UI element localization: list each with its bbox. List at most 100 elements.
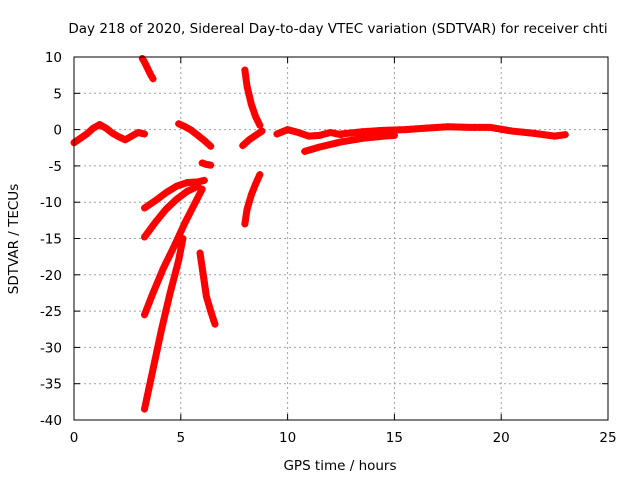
- data-point: [200, 176, 208, 184]
- data-point: [146, 226, 154, 234]
- data-point: [206, 303, 214, 311]
- data-point: [304, 146, 312, 154]
- y-tick-label: -15: [40, 232, 62, 248]
- data-point: [178, 240, 186, 248]
- data-points: [70, 54, 569, 413]
- data-point: [175, 256, 183, 264]
- data-point: [249, 106, 257, 114]
- data-point: [158, 325, 166, 333]
- data-point: [162, 307, 170, 315]
- x-tick-label: 5: [177, 430, 186, 446]
- data-point: [529, 129, 537, 137]
- x-tick-label: 10: [279, 430, 296, 446]
- data-point: [116, 134, 124, 142]
- data-point: [157, 270, 165, 278]
- data-point: [207, 161, 215, 169]
- data-point: [492, 124, 500, 132]
- data-point: [192, 198, 200, 206]
- data-point: [198, 185, 206, 193]
- data-point: [209, 314, 217, 322]
- data-point: [256, 171, 264, 179]
- data-point: [535, 130, 543, 138]
- data-point: [143, 395, 151, 403]
- data-point: [248, 103, 256, 111]
- series-track-b: [140, 182, 202, 241]
- data-point: [207, 307, 215, 315]
- data-point: [140, 311, 148, 319]
- data-point: [321, 142, 329, 150]
- y-tick-label: 0: [53, 123, 62, 139]
- data-point: [247, 100, 255, 108]
- data-point: [173, 264, 181, 272]
- data-point: [166, 289, 174, 297]
- data-point: [162, 258, 170, 266]
- data-point: [175, 120, 183, 128]
- plot-frame: [73, 56, 609, 421]
- y-tick-label: 5: [53, 86, 62, 102]
- y-tick-label: -40: [40, 413, 62, 429]
- y-tick-label: 10: [45, 50, 62, 66]
- data-point: [244, 87, 252, 95]
- series-band-5-6h: [175, 120, 215, 150]
- data-point: [178, 224, 186, 232]
- data-point: [147, 375, 155, 383]
- data-point: [250, 109, 258, 117]
- y-tick-label: -35: [40, 377, 62, 393]
- data-point: [115, 133, 123, 141]
- chart-title: Day 218 of 2020, Sidereal Day-to-day VTE…: [68, 21, 607, 37]
- series-band-9-12h: [273, 126, 345, 140]
- data-point: [337, 138, 345, 146]
- x-tick-label: 0: [70, 430, 79, 446]
- data-point: [113, 132, 121, 140]
- y-axis-label: SDTVAR / TECUs: [6, 184, 22, 294]
- grid: [74, 57, 608, 420]
- data-point: [143, 229, 151, 237]
- data-point: [243, 205, 251, 213]
- data-point: [540, 131, 548, 139]
- data-point: [211, 320, 219, 328]
- data-point: [145, 385, 153, 393]
- series-arc-3h-top: [138, 54, 157, 83]
- data-point: [348, 136, 356, 144]
- data-point: [246, 195, 254, 203]
- data-point: [168, 281, 176, 289]
- data-point: [561, 131, 569, 139]
- x-tick-label: 15: [386, 430, 403, 446]
- data-point: [187, 206, 195, 214]
- series-track-c: [140, 185, 206, 319]
- data-point: [152, 283, 160, 291]
- data-point: [176, 230, 184, 238]
- data-point: [245, 198, 253, 206]
- data-point: [140, 130, 148, 138]
- data-point: [205, 141, 213, 149]
- data-point: [190, 202, 198, 210]
- data-point: [160, 264, 168, 272]
- data-point: [301, 147, 309, 155]
- data-point: [332, 139, 340, 147]
- series-track-8.5h: [241, 171, 264, 228]
- series-arc-8.5h: [241, 66, 264, 129]
- data-point: [256, 121, 264, 129]
- data-point: [204, 296, 211, 304]
- y-tick-label: -25: [40, 304, 62, 320]
- data-point: [308, 145, 316, 153]
- data-point: [165, 253, 173, 261]
- data-point: [246, 96, 254, 104]
- data-point: [202, 293, 210, 301]
- data-point: [148, 222, 156, 230]
- data-point: [147, 294, 155, 302]
- data-point: [205, 300, 213, 308]
- data-point: [503, 126, 511, 134]
- data-point: [149, 365, 157, 373]
- data-point: [256, 128, 264, 136]
- data-point: [243, 82, 251, 90]
- data-point: [210, 317, 218, 325]
- data-point: [196, 189, 204, 197]
- data-point: [176, 251, 184, 259]
- data-point: [207, 142, 215, 150]
- data-point: [149, 289, 157, 297]
- data-point: [164, 298, 172, 306]
- x-tick-label: 25: [599, 430, 616, 446]
- data-point: [151, 355, 159, 363]
